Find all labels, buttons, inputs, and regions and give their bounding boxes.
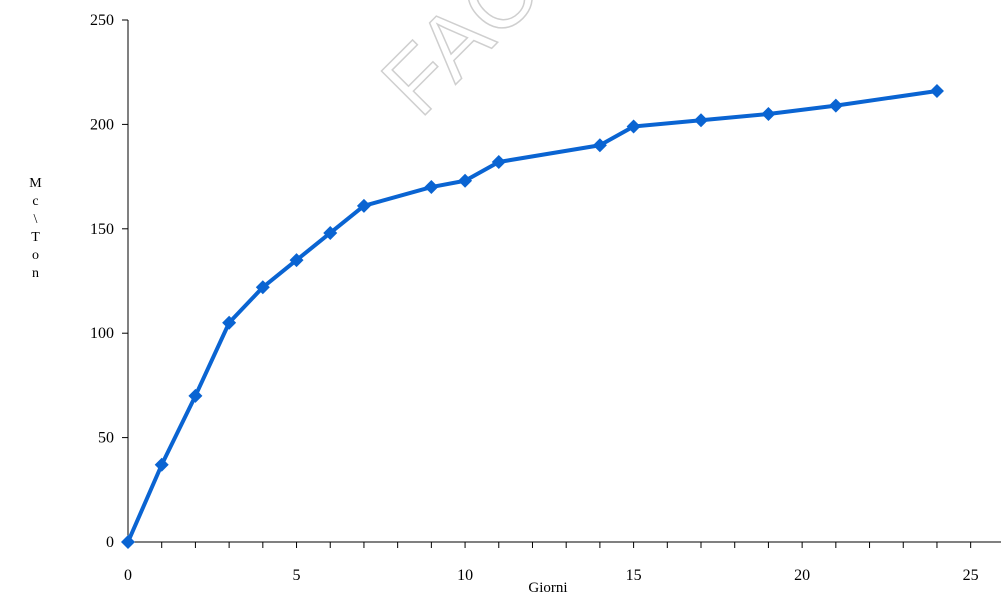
marker	[289, 253, 304, 268]
marker	[929, 83, 944, 98]
watermark: FAC-S	[363, 0, 621, 134]
marker	[121, 535, 135, 549]
marker	[761, 106, 776, 121]
y-tick-label: 100	[90, 325, 114, 342]
x-tick-label: 10	[457, 567, 473, 584]
marker	[694, 113, 709, 128]
y-tick-label: 0	[106, 534, 114, 551]
y-tick-label: 150	[90, 221, 114, 238]
marker	[188, 388, 203, 403]
x-tick-label: 0	[124, 567, 132, 584]
marker	[323, 225, 338, 240]
x-tick-label: 25	[963, 567, 979, 584]
x-tick-label: 5	[293, 567, 301, 584]
y-tick-label: 200	[90, 116, 114, 133]
y-tick-label: 50	[98, 430, 114, 447]
marker	[626, 119, 641, 134]
marker	[458, 173, 473, 188]
marker	[491, 154, 506, 169]
marker	[154, 457, 169, 472]
y-tick-label: 250	[90, 12, 114, 29]
marker	[255, 280, 270, 295]
marker	[592, 138, 607, 153]
x-axis-label: Giorni	[528, 580, 567, 596]
marker	[424, 180, 439, 195]
y-axis-label: Mc\Ton	[28, 176, 43, 284]
marker	[356, 198, 371, 213]
x-tick-label: 15	[626, 567, 642, 584]
series-line	[126, 89, 938, 543]
marker	[222, 315, 237, 330]
x-tick-label: 20	[794, 567, 810, 584]
marker	[828, 98, 843, 113]
